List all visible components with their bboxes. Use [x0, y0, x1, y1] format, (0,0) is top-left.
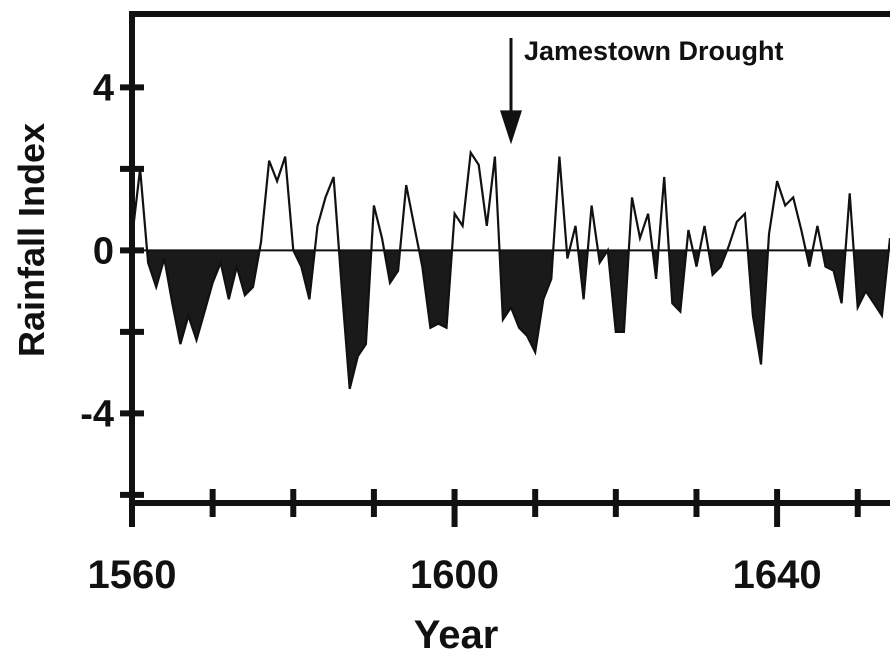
drought-fill-region [853, 250, 889, 316]
drought-fill-region [708, 250, 728, 275]
drought-fill-region [607, 250, 629, 332]
x-tick-label: 1600 [410, 553, 499, 597]
drought-fill-region [384, 250, 400, 283]
axes-layer [120, 11, 890, 527]
rainfall-series-line [130, 149, 890, 390]
y-axis-title: Rainfall Index [11, 123, 52, 357]
drought-fill-region [419, 250, 452, 328]
y-tick-label: -4 [80, 393, 114, 435]
annotation-label: Jamestown Drought [524, 36, 784, 66]
drought-fill-region [499, 250, 554, 353]
drought-fill-region [822, 250, 846, 304]
drought-fill-region [668, 250, 687, 312]
y-tick-label: 4 [93, 67, 114, 109]
labels-layer: 4 0 -4 1560 1600 1640 [80, 67, 821, 597]
x-tick-label: 1560 [88, 553, 177, 597]
jamestown-annotation: Jamestown Drought [500, 36, 784, 145]
drought-fill-region [147, 250, 260, 345]
annotation-arrow-head [500, 110, 522, 145]
x-axis-title: Year [414, 613, 499, 652]
drought-fill-region [747, 250, 768, 365]
y-tick-label: 0 [93, 230, 114, 272]
plot-layer [130, 149, 890, 390]
x-tick-label: 1640 [733, 553, 822, 597]
plot-frame [129, 11, 890, 506]
